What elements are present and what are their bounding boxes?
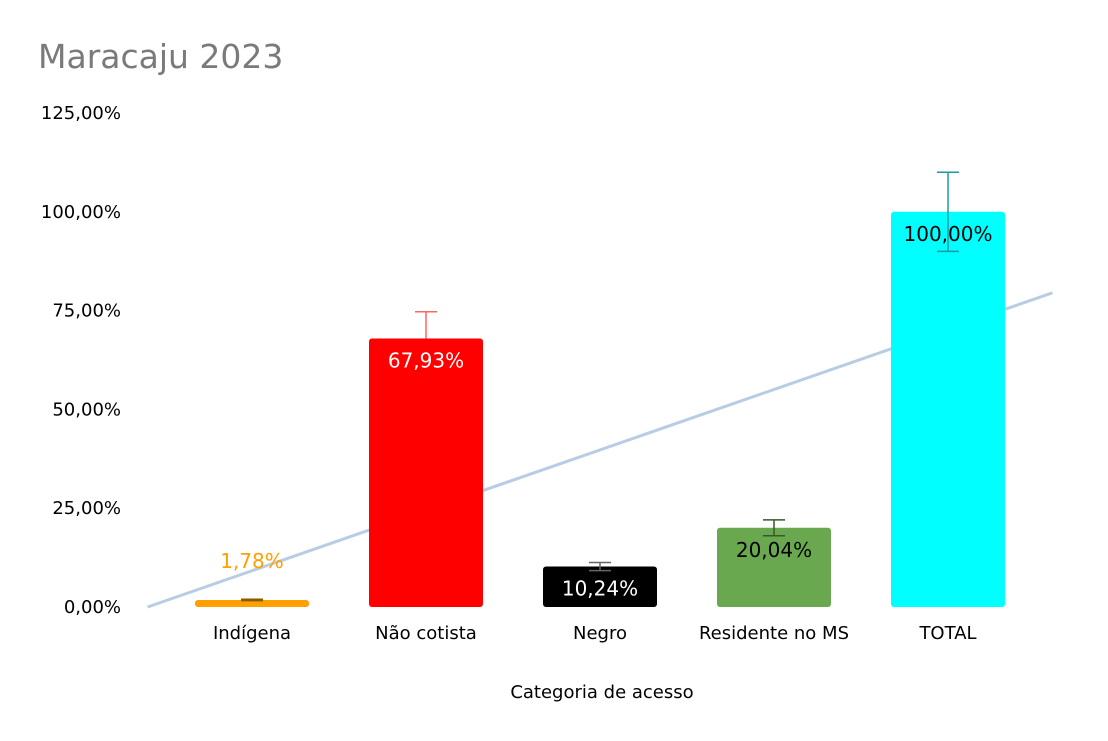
data-labels-group: 1,78% 67,93% 10,24% 20,04% 100,00% <box>220 222 992 601</box>
x-axis-categories: Indígena Não cotista Negro Residente no MS T… <box>213 623 977 644</box>
error-bar <box>415 310 437 339</box>
x-category-label: Não cotista <box>375 623 477 644</box>
error-bar <box>241 598 263 602</box>
data-label: 10,24% <box>562 577 638 601</box>
y-axis-ticks: 0,00% 25,00% 50,00% 75,00% 100,00% 125,00% <box>41 103 121 618</box>
y-tick-label: 75,00% <box>52 301 121 322</box>
bar <box>369 338 483 607</box>
data-label: 67,93% <box>388 349 464 373</box>
y-tick-label: 0,00% <box>64 597 121 618</box>
y-tick-label: 100,00% <box>41 202 121 223</box>
error-bar <box>763 519 785 537</box>
data-label: 100,00% <box>904 222 993 246</box>
error-bars-group <box>241 171 959 602</box>
error-bar <box>937 171 959 253</box>
x-category-label: Indígena <box>213 623 291 644</box>
data-label: 20,04% <box>736 538 812 562</box>
error-bar <box>589 561 611 572</box>
bar <box>195 599 309 607</box>
x-category-label: Residente no MS <box>699 623 849 644</box>
y-tick-label: 25,00% <box>52 498 121 519</box>
x-category-label: Negro <box>573 623 627 644</box>
bar <box>543 566 657 607</box>
y-tick-label: 125,00% <box>41 103 121 124</box>
data-label: 1,78% <box>220 549 284 573</box>
chart-title: Maracaju 2023 <box>38 37 283 76</box>
x-category-label: TOTAL <box>918 623 976 644</box>
bar <box>891 211 1005 608</box>
bars-group <box>195 211 1005 608</box>
bar <box>717 527 831 607</box>
y-tick-label: 50,00% <box>52 399 121 420</box>
x-axis-title: Categoria de acesso <box>510 682 693 703</box>
